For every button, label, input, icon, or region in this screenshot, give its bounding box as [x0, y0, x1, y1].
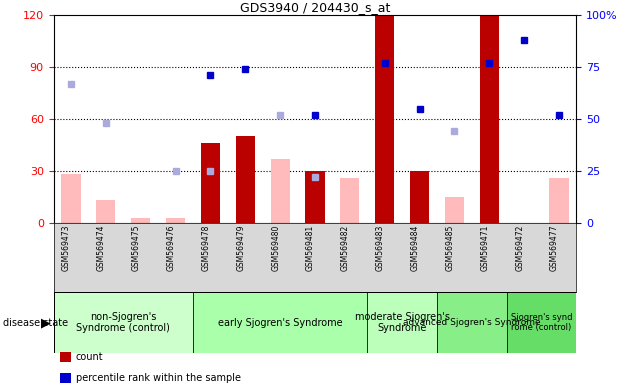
Bar	[236, 161, 255, 223]
Bar	[479, 15, 499, 223]
Text: GSM569484: GSM569484	[411, 225, 420, 271]
Bar	[96, 200, 115, 223]
Bar	[340, 178, 360, 223]
Bar	[306, 171, 324, 223]
Text: Sjogren's synd
rome (control): Sjogren's synd rome (control)	[511, 313, 572, 332]
Text: GSM569482: GSM569482	[341, 225, 350, 271]
Bar	[201, 143, 220, 223]
Text: GSM569478: GSM569478	[202, 225, 210, 271]
Bar	[131, 217, 151, 223]
Bar	[166, 217, 185, 223]
Text: GSM569474: GSM569474	[97, 225, 106, 271]
Text: moderate Sjogren's
Syndrome: moderate Sjogren's Syndrome	[355, 312, 450, 333]
Bar	[306, 217, 324, 223]
Bar	[437, 292, 507, 353]
Text: advanced Sjogren's Syndrome: advanced Sjogren's Syndrome	[403, 318, 541, 327]
Bar	[193, 292, 367, 353]
Bar	[507, 292, 576, 353]
Text: GSM569476: GSM569476	[166, 225, 176, 271]
Text: GSM569483: GSM569483	[375, 225, 385, 271]
Text: GSM569485: GSM569485	[445, 225, 454, 271]
Text: GSM569473: GSM569473	[62, 225, 71, 271]
Bar	[375, 15, 394, 223]
Text: ▶: ▶	[41, 316, 50, 329]
Bar	[367, 292, 437, 353]
Bar	[236, 136, 255, 223]
Bar	[61, 174, 81, 223]
Text: GSM569480: GSM569480	[271, 225, 280, 271]
Text: GSM569477: GSM569477	[550, 225, 559, 271]
Text: percentile rank within the sample: percentile rank within the sample	[76, 373, 241, 383]
Title: GDS3940 / 204430_s_at: GDS3940 / 204430_s_at	[240, 1, 390, 14]
Text: disease state: disease state	[3, 318, 68, 328]
Bar	[270, 159, 290, 223]
Text: non-Sjogren's
Syndrome (control): non-Sjogren's Syndrome (control)	[76, 312, 170, 333]
Bar	[410, 171, 429, 223]
Text: GSM569481: GSM569481	[306, 225, 315, 271]
Text: GSM569475: GSM569475	[132, 225, 140, 271]
Text: GSM569472: GSM569472	[515, 225, 524, 271]
Text: count: count	[76, 352, 103, 362]
Bar	[549, 178, 569, 223]
Text: GSM569479: GSM569479	[236, 225, 245, 271]
Text: GSM569471: GSM569471	[480, 225, 490, 271]
Bar	[445, 197, 464, 223]
Text: early Sjogren's Syndrome: early Sjogren's Syndrome	[218, 318, 343, 328]
Bar	[54, 292, 193, 353]
